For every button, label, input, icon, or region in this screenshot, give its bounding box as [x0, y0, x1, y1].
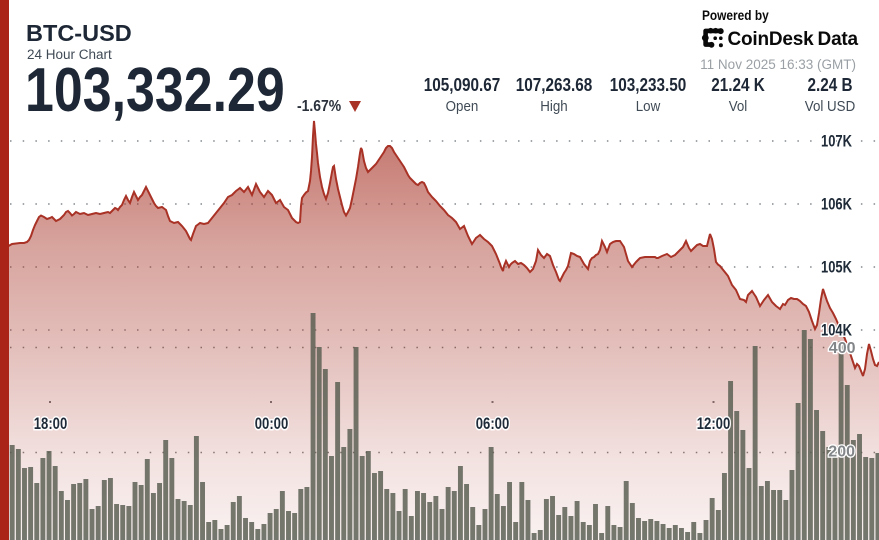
svg-text:107K: 107K	[821, 133, 852, 151]
svg-text:06:00: 06:00	[476, 415, 510, 433]
svg-text:12:00: 12:00	[697, 415, 731, 433]
svg-text:104K: 104K	[821, 322, 852, 340]
svg-text:105K: 105K	[821, 259, 852, 277]
svg-text:200: 200	[828, 444, 855, 461]
svg-text:106K: 106K	[821, 196, 852, 214]
svg-text:400: 400	[829, 340, 856, 357]
svg-text:00:00: 00:00	[255, 415, 289, 433]
svg-text:18:00: 18:00	[34, 415, 68, 433]
